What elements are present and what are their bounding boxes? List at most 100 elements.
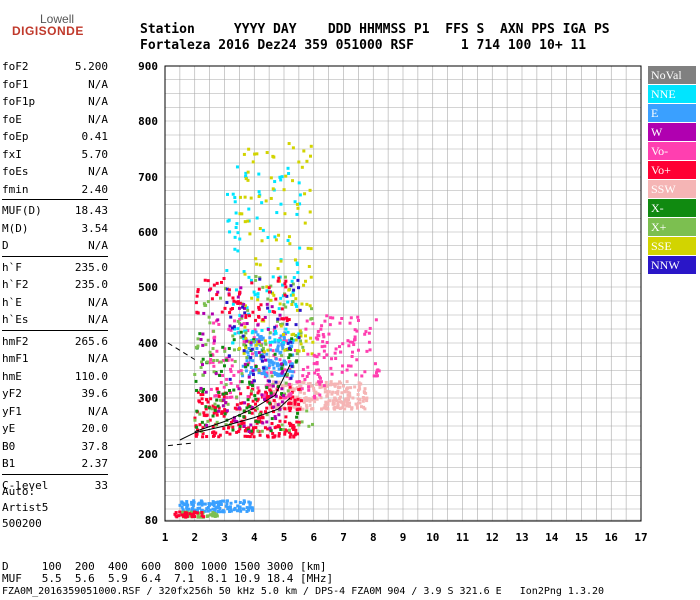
echo-point xyxy=(202,311,206,315)
echo-point xyxy=(244,369,248,373)
echo-point xyxy=(261,285,265,289)
echo-point xyxy=(266,427,270,431)
param-value: 2.37 xyxy=(81,457,109,471)
echo-point xyxy=(291,300,295,304)
echo-point xyxy=(273,310,277,314)
param-row: hmE 110.0 xyxy=(2,368,108,386)
echo-point xyxy=(278,407,282,411)
echo-point xyxy=(215,349,219,353)
echo-point xyxy=(219,296,223,300)
echo-point xyxy=(232,348,236,352)
echo-point xyxy=(353,335,357,339)
echo-point xyxy=(246,403,250,407)
echo-point xyxy=(308,188,312,192)
echo-point xyxy=(271,380,275,384)
echo-point xyxy=(284,429,288,433)
echo-point xyxy=(200,514,204,518)
x-tick-label: 2 xyxy=(191,531,198,544)
echo-point xyxy=(270,340,274,344)
echo-point xyxy=(229,307,233,311)
echo-point xyxy=(244,175,248,179)
echo-point xyxy=(290,302,294,306)
echo-point xyxy=(206,338,210,342)
echo-point xyxy=(263,315,267,319)
echo-point xyxy=(346,364,350,368)
echo-point xyxy=(348,391,352,395)
echo-point xyxy=(348,394,352,398)
echo-point xyxy=(292,425,296,429)
echo-point xyxy=(260,393,264,397)
echo-point xyxy=(286,341,290,345)
echo-point xyxy=(258,420,262,424)
echo-point xyxy=(308,384,312,388)
echo-point xyxy=(243,304,247,308)
echo-point xyxy=(302,381,306,385)
param-value: N/A xyxy=(88,404,108,418)
echo-point xyxy=(231,428,235,432)
echo-point xyxy=(248,340,252,344)
echo-point xyxy=(294,334,298,338)
echo-point xyxy=(266,400,270,404)
echo-point xyxy=(214,394,218,398)
echo-point xyxy=(283,331,287,335)
echo-point xyxy=(217,390,221,394)
echo-point xyxy=(188,512,192,516)
echo-point xyxy=(205,435,209,439)
echo-point xyxy=(273,415,277,419)
echo-point xyxy=(283,368,287,372)
echo-point xyxy=(256,298,260,302)
echo-point xyxy=(248,404,252,408)
echo-point xyxy=(295,304,299,308)
echo-point xyxy=(269,284,273,288)
echo-point xyxy=(213,408,217,412)
echo-point xyxy=(258,277,262,281)
echo-point xyxy=(285,316,289,320)
echo-point xyxy=(282,339,286,343)
echo-point xyxy=(221,359,225,363)
echo-point xyxy=(327,390,331,394)
echo-point xyxy=(271,187,275,191)
echo-point xyxy=(247,314,251,318)
echo-point xyxy=(222,414,226,418)
echo-point xyxy=(272,371,276,375)
param-label: yF2 xyxy=(2,387,22,401)
echo-point xyxy=(209,397,213,401)
echo-point xyxy=(276,385,280,389)
echo-point xyxy=(302,349,306,353)
auto-algorithm: Artist5 xyxy=(2,501,49,514)
echo-point xyxy=(276,404,280,408)
echo-point xyxy=(287,421,291,425)
echo-point xyxy=(215,358,219,362)
echo-point xyxy=(272,393,276,397)
echo-point xyxy=(315,382,319,386)
echo-point xyxy=(227,293,231,297)
echo-point xyxy=(265,413,269,417)
echo-point xyxy=(212,370,216,374)
echo-point xyxy=(232,373,236,377)
echo-point xyxy=(243,401,247,405)
echo-point xyxy=(222,364,226,368)
echo-point xyxy=(194,345,198,349)
echo-point xyxy=(216,500,220,504)
echo-point xyxy=(246,178,250,182)
y-tick-label: 300 xyxy=(138,392,158,405)
echo-point xyxy=(293,348,297,352)
echo-point xyxy=(302,400,306,404)
echo-point xyxy=(232,299,236,303)
echo-point xyxy=(235,407,239,411)
echo-point xyxy=(268,340,272,344)
echo-point xyxy=(217,502,221,506)
echo-point xyxy=(248,501,252,505)
echo-point xyxy=(273,426,277,430)
echo-point xyxy=(209,358,213,362)
param-row: MUF(D) 18.43 xyxy=(2,202,108,220)
echo-point xyxy=(346,396,350,400)
y-tick-label: 700 xyxy=(138,171,158,184)
echo-point xyxy=(289,284,293,288)
echo-point xyxy=(204,390,208,394)
echo-point xyxy=(284,396,288,400)
echo-point xyxy=(204,343,208,347)
echo-point xyxy=(295,380,299,384)
echo-point xyxy=(212,513,216,517)
echo-point xyxy=(313,371,317,375)
